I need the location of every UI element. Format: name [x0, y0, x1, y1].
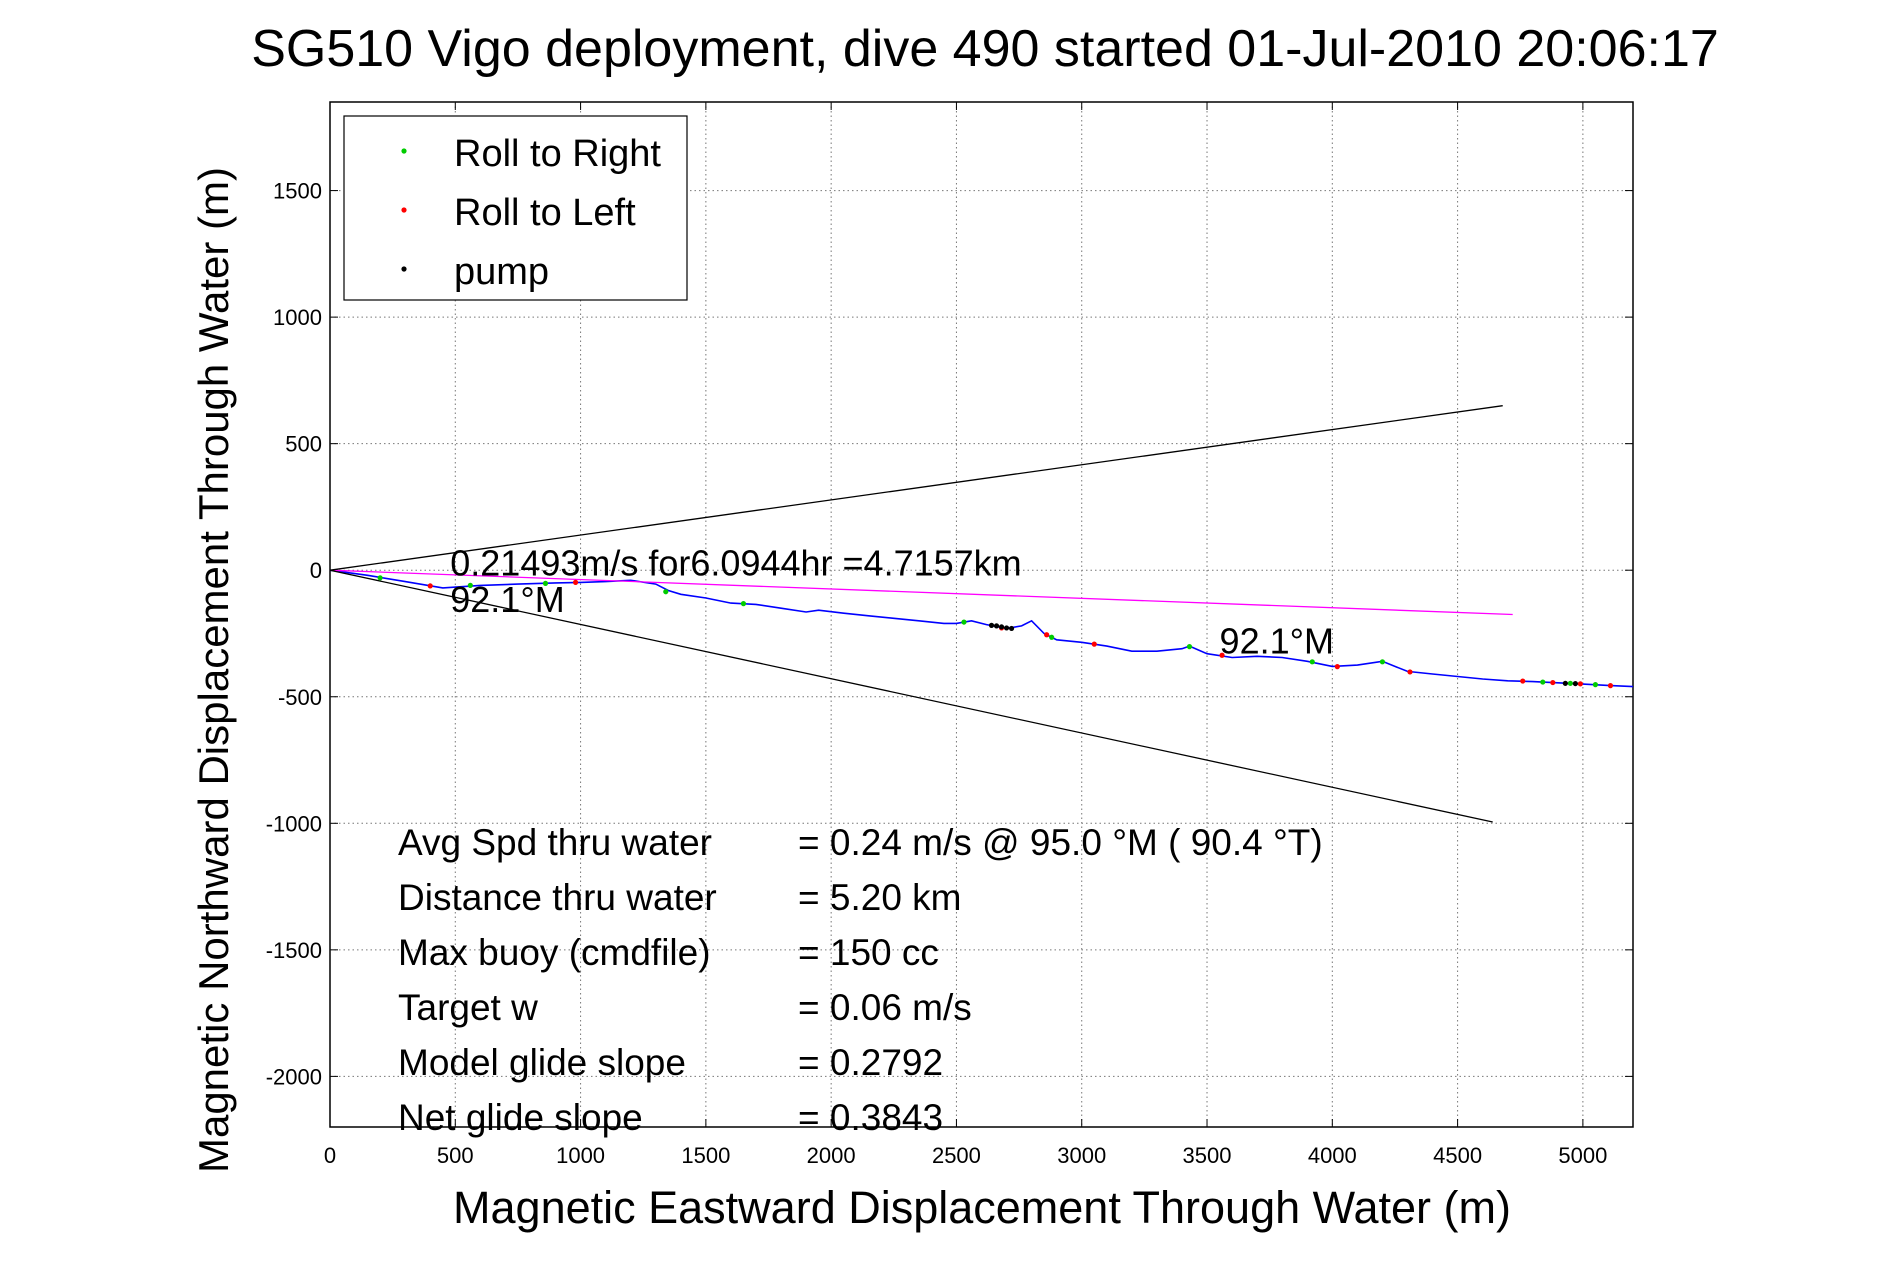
stat-value: = 0.2792: [798, 1042, 943, 1083]
x-tick-label: 2500: [932, 1143, 981, 1168]
line-track: [329, 569, 1634, 688]
series-lines: [329, 405, 1634, 823]
stat-value: = 0.3843: [798, 1097, 943, 1138]
stats-block: Avg Spd thru water = 0.24 m/s @ 95.0 °M (…: [398, 822, 1323, 1138]
y-tick-label: 1000: [273, 305, 322, 330]
legend-box: [343, 115, 688, 301]
legend-marker-roll-to-right: [401, 148, 407, 154]
x-axis-ticks: 0 500 1000 1500 2000 2500 3000 3500 4000 4500 5000: [324, 102, 1607, 1168]
x-tick-label: 500: [437, 1143, 474, 1168]
point-roll-to-right: [1309, 659, 1315, 665]
point-roll-to-left: [1334, 664, 1340, 670]
point-roll-to-right: [1540, 679, 1546, 685]
line-cone-lower: [329, 569, 1493, 823]
point-roll-to-right: [377, 575, 383, 581]
annotation-label: 0.21493m/s for6.0944hr =4.7157km: [450, 542, 1021, 583]
stat-label: Target w: [398, 987, 538, 1028]
point-roll-to-left: [1520, 678, 1526, 684]
point-roll-to-left: [1577, 681, 1583, 687]
point-roll-to-left: [1044, 632, 1050, 638]
y-tick-label: 500: [285, 432, 322, 457]
annotation-label: 92.1°M: [450, 579, 564, 620]
x-tick-label: 1500: [681, 1143, 730, 1168]
point-roll-to-left: [427, 583, 433, 589]
x-tick-label: 0: [324, 1143, 336, 1168]
point-roll-to-left: [1407, 669, 1413, 675]
point-roll-to-right: [1592, 682, 1599, 688]
point-roll-to-right: [542, 580, 549, 586]
stat-value: = 0.24 m/s @ 95.0 °M ( 90.4 °T): [798, 822, 1323, 863]
annotation-label: 92.1°M: [1220, 621, 1334, 662]
stat-value: = 0.06 m/s: [798, 987, 972, 1028]
stat-label: Distance thru water: [398, 877, 717, 918]
legend-marker-roll-to-left: [401, 207, 407, 213]
x-tick-label: 3500: [1183, 1143, 1232, 1168]
y-axis-ticks: -2000 -1500 -1000 -500 0 500 1000 1500: [266, 179, 1633, 1089]
point-roll-to-left: [1091, 641, 1097, 647]
point-roll-to-left: [1219, 652, 1225, 658]
y-tick-label: -2000: [266, 1064, 322, 1089]
y-axis-label: Magnetic Northward Displacement Through …: [190, 167, 237, 1173]
x-tick-label: 1000: [556, 1143, 605, 1168]
point-pump: [988, 622, 995, 628]
point-roll-to-right: [1379, 659, 1386, 665]
stat-value: = 5.20 km: [798, 877, 962, 918]
y-tick-label: 0: [310, 558, 322, 583]
y-tick-label: -1000: [266, 811, 322, 836]
point-pump: [998, 624, 1005, 630]
x-tick-label: 3000: [1057, 1143, 1106, 1168]
chart-title: SG510 Vigo deployment, dive 490 started …: [251, 20, 1719, 78]
point-roll-to-right: [663, 589, 669, 595]
point-roll-to-right: [1049, 634, 1055, 640]
line-cone-upper: [329, 405, 1503, 571]
legend: Roll to Right Roll to Left pump: [343, 115, 688, 301]
point-pump: [1003, 625, 1010, 631]
series-markers: [377, 575, 1614, 689]
point-roll-to-right: [961, 619, 967, 625]
stat-label: Model glide slope: [398, 1042, 686, 1083]
y-tick-label: 1500: [273, 179, 322, 204]
point-pump: [1562, 680, 1568, 686]
point-roll-to-right: [1567, 680, 1573, 686]
point-roll-to-right: [740, 601, 747, 607]
legend-label-roll-to-right: Roll to Right: [454, 133, 661, 175]
legend-label-pump: pump: [454, 251, 549, 293]
legend-label-roll-to-left: Roll to Left: [454, 192, 636, 234]
x-axis-label: Magnetic Eastward Displacement Through W…: [453, 1182, 1511, 1233]
legend-marker-pump: [401, 266, 407, 272]
point-roll-to-right: [467, 582, 473, 588]
x-tick-label: 4000: [1308, 1143, 1357, 1168]
stat-label: Net glide slope: [398, 1097, 643, 1138]
point-pump: [1572, 680, 1578, 687]
y-tick-label: -500: [278, 685, 322, 710]
x-tick-label: 2000: [807, 1143, 856, 1168]
point-roll-to-right: [1186, 644, 1193, 650]
x-tick-label: 4500: [1433, 1143, 1482, 1168]
stat-label: Max buoy (cmdfile): [398, 932, 711, 973]
line-mean-heading-line: [329, 569, 1513, 616]
point-pump: [1008, 625, 1015, 632]
annotations: 0.21493m/s for6.0944hr =4.7157km92.1°M92…: [450, 542, 1334, 661]
stat-label: Avg Spd thru water: [398, 822, 712, 863]
point-roll-to-left: [1607, 683, 1614, 689]
stat-value: = 150 cc: [798, 932, 939, 973]
x-tick-label: 5000: [1558, 1143, 1607, 1168]
y-tick-label: -1500: [266, 938, 322, 963]
point-pump: [993, 623, 1000, 629]
point-roll-to-left: [572, 579, 579, 585]
point-roll-to-left: [1550, 679, 1556, 686]
